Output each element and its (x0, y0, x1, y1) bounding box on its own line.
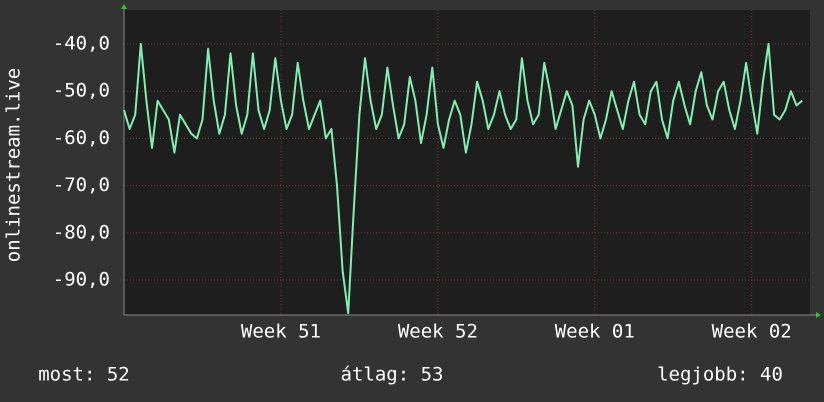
x-tick-label: Week 01 (555, 321, 635, 343)
y-tick-label: -60,0 (53, 127, 110, 149)
stat-current: most: 52 (38, 364, 130, 386)
x-tick-label: Week 51 (241, 321, 321, 343)
stat-average: átlag: 53 (341, 364, 444, 386)
stat-best: legjobb: 40 (657, 364, 783, 386)
y-tick-label: -70,0 (53, 174, 110, 196)
y-tick-label: -50,0 (53, 80, 110, 102)
y-tick-label: -90,0 (53, 269, 110, 291)
axis-arrow (816, 312, 821, 318)
x-tick-label: Week 52 (398, 321, 478, 343)
data-line (123, 43, 803, 315)
y-tick-label: -80,0 (53, 221, 110, 243)
plot-area (124, 10, 810, 315)
y-tick-label: -40,0 (53, 32, 110, 54)
axis-arrow (121, 4, 127, 9)
y-axis-label: onlinestream.live (3, 68, 25, 262)
x-tick-label: Week 02 (712, 321, 792, 343)
